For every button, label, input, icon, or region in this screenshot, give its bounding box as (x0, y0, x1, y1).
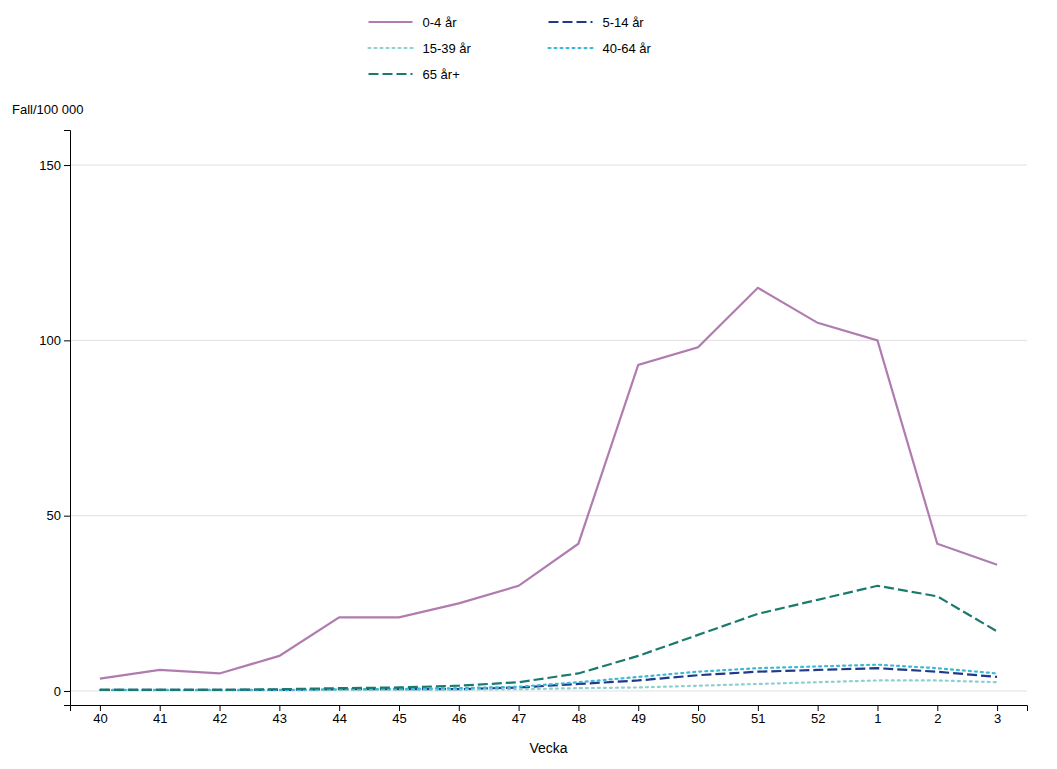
x-tick-mark (459, 705, 460, 711)
x-tick-label: 42 (213, 711, 227, 726)
legend-item: 65 år+ (369, 67, 460, 82)
x-tick-label: 46 (452, 711, 466, 726)
x-tick-label: 40 (93, 711, 107, 726)
legend-swatch (369, 21, 413, 23)
x-tick-mark (578, 705, 579, 711)
x-tick: 43 (273, 705, 287, 726)
x-tick-mark (339, 705, 340, 711)
y-tick-mark (64, 691, 70, 692)
grid (70, 165, 1027, 691)
x-tick: 45 (392, 705, 406, 726)
x-tick-label: 47 (512, 711, 526, 726)
legend-swatch (549, 47, 593, 49)
y-axis-title: Fall/100 000 (12, 102, 84, 117)
x-tick-label: 3 (994, 711, 1001, 726)
x-tick-label: 51 (751, 711, 765, 726)
x-tick-label: 41 (153, 711, 167, 726)
x-tick: 48 (572, 705, 586, 726)
chart: 40 41 42 43 44 45 46 47 48 49 50 51 52 1 2 3 0 50 100 150 Ve… (0, 0, 1057, 769)
series-line (100, 668, 997, 690)
x-tick: 40 (93, 705, 107, 726)
x-tick-mark (997, 705, 998, 711)
x-tick-mark (937, 705, 938, 711)
x-tick-label: 48 (572, 711, 586, 726)
x-tick: 46 (452, 705, 466, 726)
x-tick-mark (100, 705, 101, 711)
x-tick: 2 (934, 705, 941, 726)
x-tick-label: 49 (631, 711, 645, 726)
x-tick-mark (877, 705, 878, 711)
legend-item: 0-4 år (369, 15, 458, 30)
x-axis-title: Vecka (529, 740, 567, 756)
y-tick-label: 150 (39, 158, 61, 173)
x-tick-label: 44 (332, 711, 346, 726)
x-tick: 3 (994, 705, 1001, 726)
x-tick: 49 (631, 705, 645, 726)
legend-item: 40-64 år (549, 41, 652, 56)
y-tick: 50 (47, 508, 70, 523)
y-tick-mark (64, 340, 70, 341)
legend-label: 0-4 år (423, 15, 458, 30)
legend-item: 5-14 år (549, 15, 645, 30)
x-tick-label: 50 (691, 711, 705, 726)
x-tick-mark (279, 705, 280, 711)
y-tick-mark (64, 516, 70, 517)
x-axis-line (71, 706, 1028, 712)
series-line (100, 586, 997, 690)
x-tick-label: 1 (874, 711, 881, 726)
x-tick-label: 52 (811, 711, 825, 726)
y-tick: 0 (54, 684, 70, 699)
grid-line (70, 340, 1027, 341)
legend-item: 15-39 år (369, 41, 472, 56)
y-tick-label: 50 (47, 508, 61, 523)
legend-label: 15-39 år (423, 41, 472, 56)
x-tick: 52 (811, 705, 825, 726)
legend-label: 40-64 år (603, 41, 652, 56)
x-tick-mark (698, 705, 699, 711)
x-tick: 51 (751, 705, 765, 726)
x-tick: 44 (332, 705, 346, 726)
x-tick: 1 (874, 705, 881, 726)
y-tick-mark (64, 165, 70, 166)
x-axis: 40 41 42 43 44 45 46 47 48 49 50 51 52 1 2 3 (71, 705, 1028, 726)
legend-label: 65 år+ (423, 67, 460, 82)
y-axis: 0 50 100 150 (39, 131, 70, 706)
x-tick: 47 (512, 705, 526, 726)
series-line (100, 288, 997, 679)
x-tick-mark (758, 705, 759, 711)
x-tick: 50 (691, 705, 705, 726)
y-axis-line (64, 131, 71, 706)
x-tick-mark (220, 705, 221, 711)
legend-swatch (549, 21, 593, 23)
x-tick-mark (638, 705, 639, 711)
y-tick-label: 0 (54, 684, 61, 699)
plot-area: 40 41 42 43 44 45 46 47 48 49 50 51 52 1 2 3 0 50 100 150 (39, 131, 1027, 727)
x-tick-label: 43 (273, 711, 287, 726)
legend-swatch (369, 47, 413, 49)
grid-line (70, 165, 1027, 166)
legend: 0-4 år 5-14 år 15-39 år 40-64 år 65 år+ (369, 15, 652, 82)
x-tick-mark (160, 705, 161, 711)
x-tick-mark (818, 705, 819, 711)
grid-line (70, 515, 1027, 516)
y-tick-label: 100 (39, 333, 61, 348)
legend-label: 5-14 år (603, 15, 645, 30)
x-tick-mark (399, 705, 400, 711)
lines (100, 288, 997, 691)
x-tick-mark (519, 705, 520, 711)
x-tick: 42 (213, 705, 227, 726)
x-tick: 41 (153, 705, 167, 726)
y-tick: 100 (39, 333, 70, 348)
legend-swatch (369, 73, 413, 75)
y-tick: 150 (39, 158, 70, 173)
x-tick-label: 2 (934, 711, 941, 726)
x-tick-label: 45 (392, 711, 406, 726)
